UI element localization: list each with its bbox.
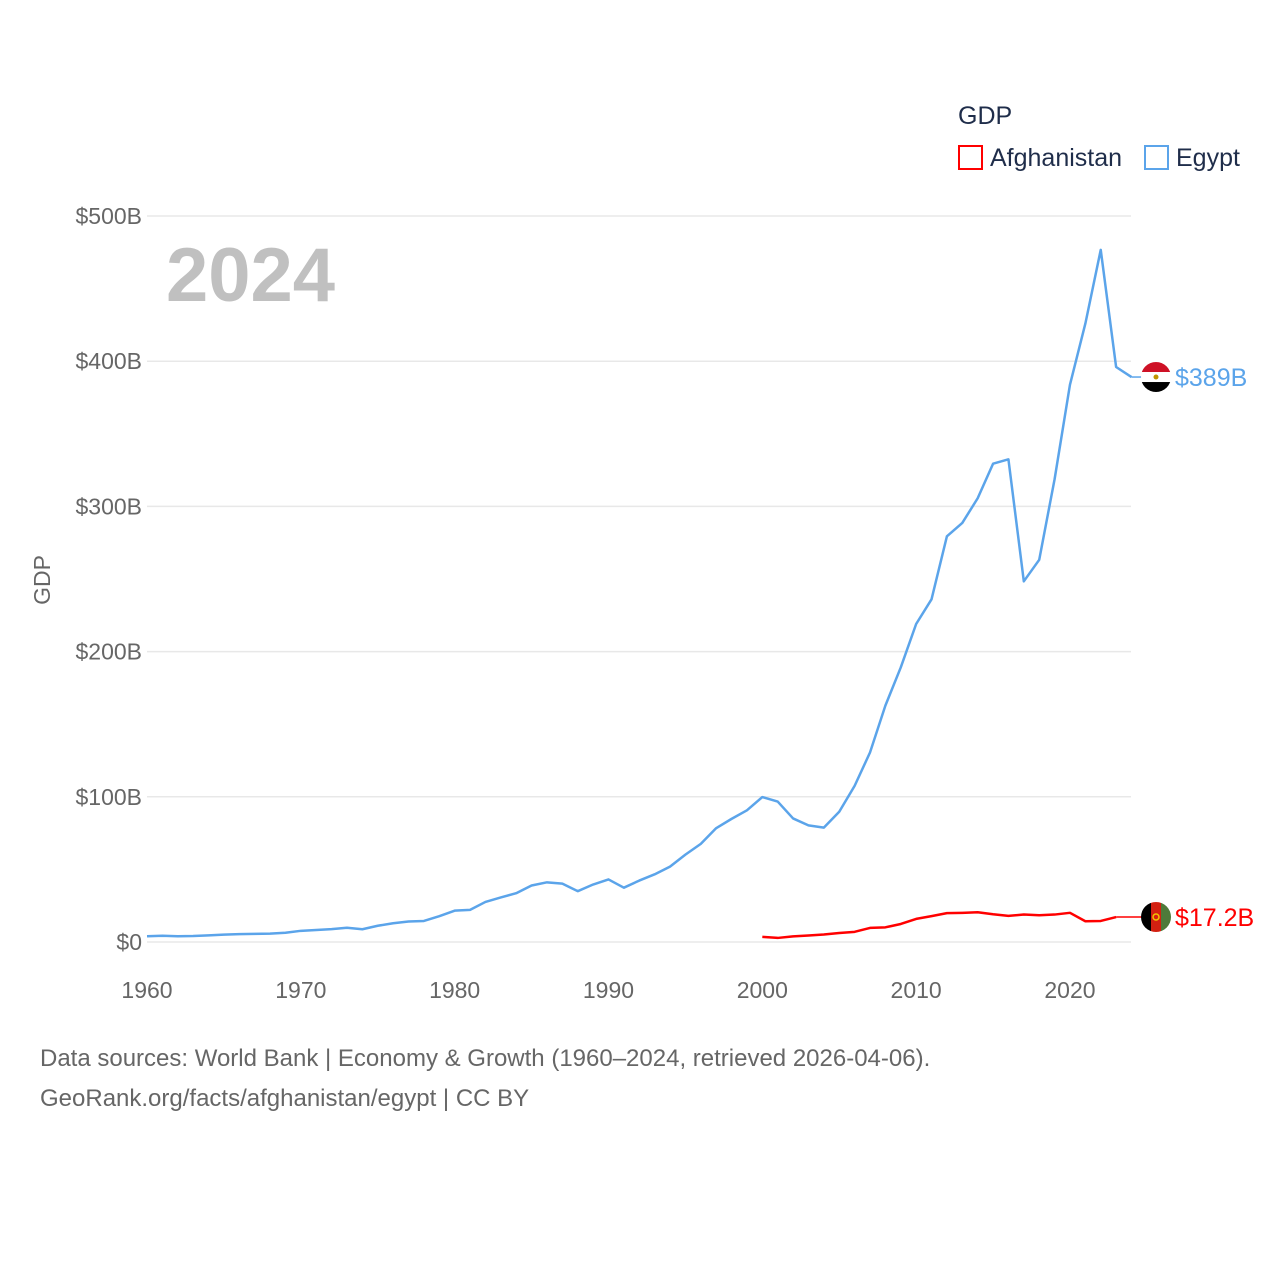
- legend-label-afghanistan[interactable]: Afghanistan: [990, 144, 1122, 172]
- end-value-label-afghanistan: $17.2B: [1175, 904, 1254, 932]
- x-tick-label: 2000: [737, 977, 788, 1003]
- legend-swatch-afghanistan: [958, 145, 983, 170]
- legend-title: GDP: [958, 102, 1012, 130]
- x-tick-label: 2010: [891, 977, 942, 1003]
- afghanistan-flag-icon: [1141, 902, 1171, 933]
- source-link-text[interactable]: GeoRank.org/facts/afghanistan/egypt | CC…: [40, 1085, 530, 1112]
- series-line-afghanistan: [762, 910, 1117, 940]
- x-tick-label: 2020: [1044, 977, 1095, 1003]
- data-source-text: Data sources: World Bank | Economy & Gro…: [40, 1045, 931, 1072]
- y-tick-label: $300B: [75, 493, 142, 519]
- y-tick-label: $400B: [75, 348, 142, 374]
- y-tick-label: $100B: [75, 784, 142, 810]
- x-tick-label: 1960: [121, 977, 172, 1003]
- legend: GDP Afghanistan Egypt: [958, 102, 1240, 172]
- y-axis-label: GDP: [29, 555, 55, 605]
- series-line-egypt: [146, 248, 1133, 938]
- year-watermark: 2024: [166, 233, 335, 318]
- egypt-flag-icon: [1141, 362, 1171, 393]
- x-tick-label: 1990: [583, 977, 634, 1003]
- y-tick-label: $200B: [75, 639, 142, 665]
- legend-swatch-egypt: [1144, 145, 1169, 170]
- y-tick-label: $500B: [75, 203, 142, 229]
- y-tick-label: $0: [116, 929, 142, 955]
- legend-label-egypt[interactable]: Egypt: [1176, 144, 1240, 172]
- end-value-label-egypt: $389B: [1175, 364, 1247, 392]
- x-tick-label: 1970: [275, 977, 326, 1003]
- x-tick-label: 1980: [429, 977, 480, 1003]
